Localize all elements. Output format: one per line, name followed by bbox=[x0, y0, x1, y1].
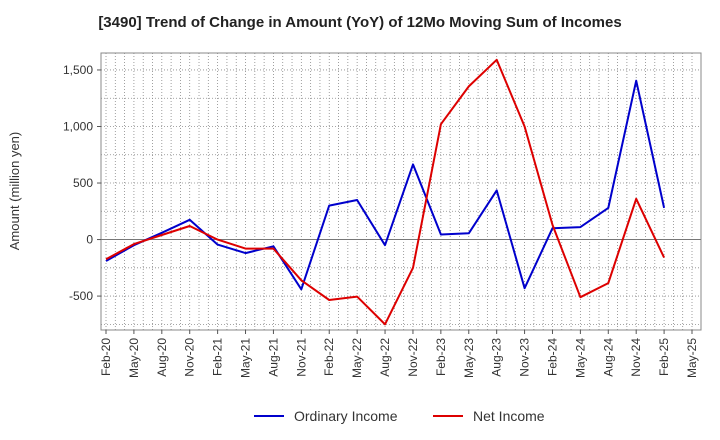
x-tick-label: Nov-20 bbox=[183, 338, 197, 377]
x-tick-label: Nov-22 bbox=[406, 338, 420, 377]
x-tick-label: Feb-25 bbox=[657, 338, 671, 376]
y-tick-label: 500 bbox=[73, 176, 93, 190]
x-tick-label: May-25 bbox=[685, 338, 699, 378]
y-tick-label: -500 bbox=[69, 289, 93, 303]
x-tick-label: Feb-24 bbox=[545, 338, 559, 376]
x-tick-label: May-21 bbox=[239, 338, 253, 378]
y-axis-label: Amount (million yen) bbox=[7, 132, 22, 251]
legend-swatch-net-income bbox=[433, 415, 463, 417]
series-line-net-income bbox=[105, 58, 666, 326]
x-tick-label: Aug-23 bbox=[490, 338, 504, 377]
legend: Ordinary Income Net Income bbox=[0, 406, 720, 426]
x-tick-label: Aug-22 bbox=[378, 338, 392, 377]
legend-label-ordinary-income: Ordinary Income bbox=[294, 408, 398, 424]
chart-title: [3490] Trend of Change in Amount (YoY) o… bbox=[98, 14, 622, 31]
y-tick-label: 1,000 bbox=[63, 119, 93, 133]
x-tick-label: Aug-21 bbox=[266, 338, 280, 377]
x-tick-label: May-23 bbox=[462, 338, 476, 378]
line-chart: -500 0 500 1,000 1,500 Feb-20 May-20 Aug-20 Nov… bbox=[7, 52, 702, 378]
x-tick-label: Nov-21 bbox=[294, 338, 308, 377]
legend-swatch-ordinary-income bbox=[254, 415, 284, 417]
legend-item-net-income: Net Income bbox=[433, 406, 545, 426]
x-tick-label: Aug-24 bbox=[601, 338, 615, 377]
y-tick-label: 0 bbox=[86, 233, 93, 247]
x-tick-label: Feb-21 bbox=[211, 338, 225, 376]
x-tick-label: Nov-24 bbox=[629, 338, 643, 377]
x-tick-label: Aug-20 bbox=[155, 338, 169, 377]
x-tick-label: May-22 bbox=[350, 338, 364, 378]
x-tick-label: Feb-22 bbox=[322, 338, 336, 376]
x-axis-ticks: Feb-20 May-20 Aug-20 Nov-20 Feb-21 May-21 Aug-… bbox=[99, 330, 699, 378]
legend-item-ordinary-income: Ordinary Income bbox=[254, 406, 397, 426]
plot-area-border bbox=[100, 52, 702, 331]
x-tick-label: Nov-23 bbox=[518, 338, 532, 377]
series-line-ordinary-income bbox=[105, 79, 666, 291]
series-lines bbox=[105, 58, 666, 326]
x-tick-label: May-24 bbox=[573, 338, 587, 378]
legend-label-net-income: Net Income bbox=[473, 408, 545, 424]
x-tick-label: Feb-23 bbox=[434, 338, 448, 376]
x-tick-label: May-20 bbox=[127, 338, 141, 378]
y-axis-ticks: -500 0 500 1,000 1,500 bbox=[63, 63, 101, 303]
x-tick-label: Feb-20 bbox=[99, 338, 113, 376]
y-tick-label: 1,500 bbox=[63, 63, 93, 77]
